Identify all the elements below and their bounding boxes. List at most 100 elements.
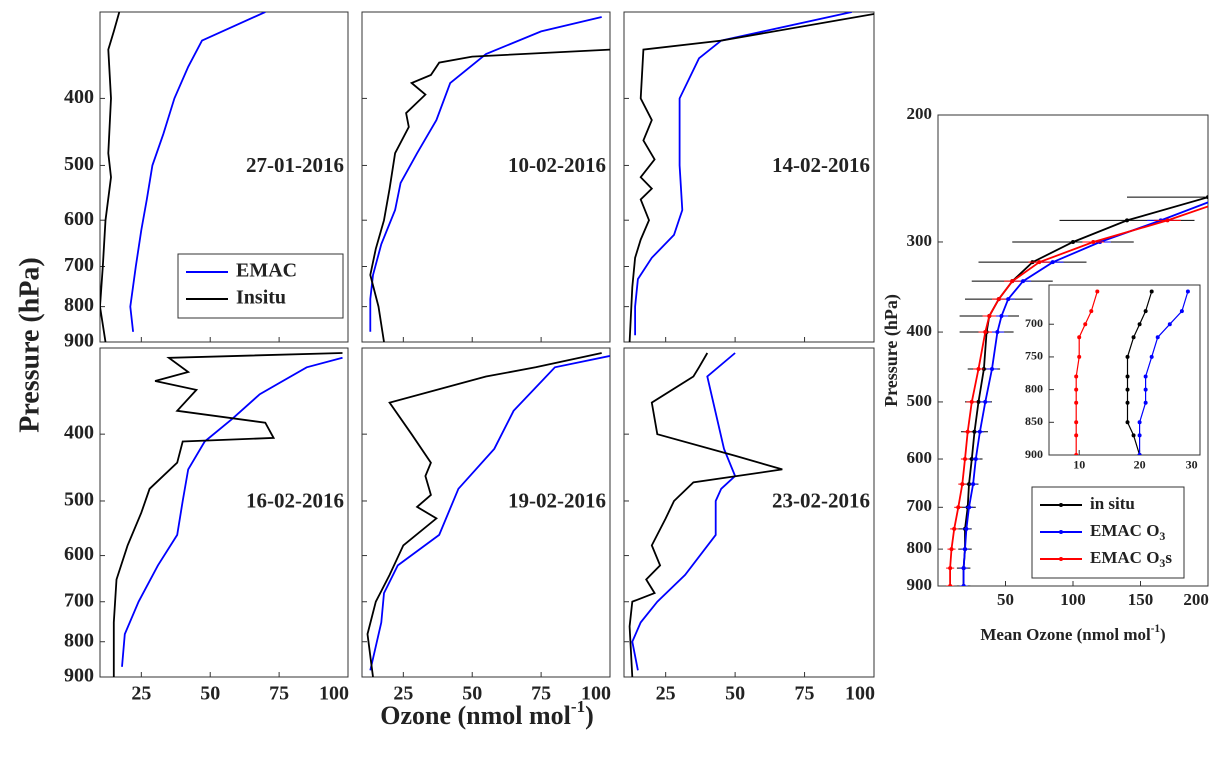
label: EMAC O3 xyxy=(1090,521,1165,543)
date-label: 16-02-2016 xyxy=(246,488,344,512)
point xyxy=(1137,322,1142,327)
series-group xyxy=(628,12,874,342)
y-tick-label: 500 xyxy=(907,391,933,410)
x-tick-label: 50 xyxy=(462,683,482,705)
point xyxy=(1125,400,1130,405)
point xyxy=(1077,335,1082,340)
legend-marker xyxy=(1059,503,1063,507)
point xyxy=(1137,433,1142,438)
y-axis-label: Pressure (hPa) xyxy=(881,294,902,407)
date-label: 19-02-2016 xyxy=(508,488,606,512)
y-tick-label: 700 xyxy=(1025,316,1043,330)
point xyxy=(1091,239,1096,244)
point xyxy=(948,566,953,571)
series-group xyxy=(628,352,783,677)
label-part: in situ xyxy=(1090,494,1135,513)
point xyxy=(964,526,969,531)
point xyxy=(969,399,974,404)
x-tick-label: 150 xyxy=(1128,590,1154,609)
x-tick-label: 30 xyxy=(1186,458,1198,472)
point xyxy=(1143,400,1148,405)
point xyxy=(1006,297,1011,302)
point xyxy=(1125,354,1130,359)
panel: 700 750 800 850 900 10 20 30 xyxy=(1025,284,1201,472)
point xyxy=(1155,335,1160,340)
point xyxy=(1077,354,1082,359)
y-tick-label: 800 xyxy=(907,538,933,557)
y-tick-label: 300 xyxy=(907,231,933,250)
date-label: 27-01-2016 xyxy=(246,153,344,177)
label-part: 3 xyxy=(1159,529,1165,543)
point xyxy=(990,366,994,371)
point xyxy=(976,366,981,371)
y-tick-label: 400 xyxy=(64,86,94,108)
x-tick-label: 25 xyxy=(131,683,151,705)
panel: 25 50 75 100 19-02-2016 xyxy=(361,347,611,705)
point xyxy=(1165,218,1170,223)
y-tick-label: 800 xyxy=(64,294,94,316)
point xyxy=(1143,309,1148,314)
point xyxy=(1074,400,1079,405)
profile-line xyxy=(369,355,610,671)
point xyxy=(1131,335,1136,340)
point xyxy=(956,505,961,510)
point xyxy=(1179,309,1184,314)
point xyxy=(960,482,965,487)
point xyxy=(996,297,1001,302)
y-tick-label: 900 xyxy=(64,330,94,352)
y-tick-label: 850 xyxy=(1025,414,1043,428)
point xyxy=(1149,289,1154,294)
point xyxy=(1074,453,1079,455)
point xyxy=(952,526,957,531)
point xyxy=(1074,387,1079,392)
point xyxy=(983,399,988,404)
point xyxy=(1021,279,1026,284)
profile-line xyxy=(112,352,343,677)
date-label: 10-02-2016 xyxy=(508,153,606,177)
point xyxy=(1125,218,1129,223)
point xyxy=(995,330,1000,335)
series-group xyxy=(369,16,610,342)
legend-marker xyxy=(1059,557,1063,561)
y-tick-label: 700 xyxy=(64,254,94,276)
x-tick-label: 100 xyxy=(845,683,875,705)
point xyxy=(1137,420,1142,425)
profile-line xyxy=(628,352,783,677)
point xyxy=(1167,322,1172,327)
y-axis-label: Pressure (hPa) xyxy=(14,257,45,433)
y-tick-label: 600 xyxy=(64,208,94,230)
x-tick-label: 200 xyxy=(1183,590,1209,609)
point xyxy=(987,313,992,318)
point xyxy=(965,429,970,434)
point xyxy=(1037,260,1042,265)
point xyxy=(1125,420,1130,425)
label: EMAC O3s xyxy=(1090,548,1172,570)
legend-label: EMAC xyxy=(236,260,297,282)
point xyxy=(1074,374,1079,379)
x-tick-label: 20 xyxy=(1134,458,1146,472)
y-tick-label: 700 xyxy=(64,589,94,611)
point xyxy=(1083,322,1088,327)
point xyxy=(1149,354,1154,359)
point xyxy=(961,584,966,586)
label-part: -1 xyxy=(1151,623,1160,635)
legend-box xyxy=(177,253,344,319)
point xyxy=(1206,195,1208,200)
profile-line xyxy=(129,12,266,332)
point xyxy=(973,457,978,462)
label-part: 3 xyxy=(1159,556,1165,570)
x-tick-label: 75 xyxy=(795,683,815,705)
point xyxy=(1125,387,1130,392)
point xyxy=(961,566,966,571)
profile-line xyxy=(369,16,602,332)
panel: 400 500 600 700 800 900 25 50 75 100 16-02-2016 xyxy=(64,347,349,705)
x-tick-label: 50 xyxy=(725,683,745,705)
plot-area xyxy=(1048,284,1201,456)
y-tick-label: 700 xyxy=(907,496,933,515)
y-tick-label: 900 xyxy=(907,575,933,594)
profile-line xyxy=(366,352,602,677)
profile-line xyxy=(962,196,1208,586)
point xyxy=(972,429,977,434)
point xyxy=(1089,309,1094,314)
panel: 14-02-2016 xyxy=(623,11,875,343)
